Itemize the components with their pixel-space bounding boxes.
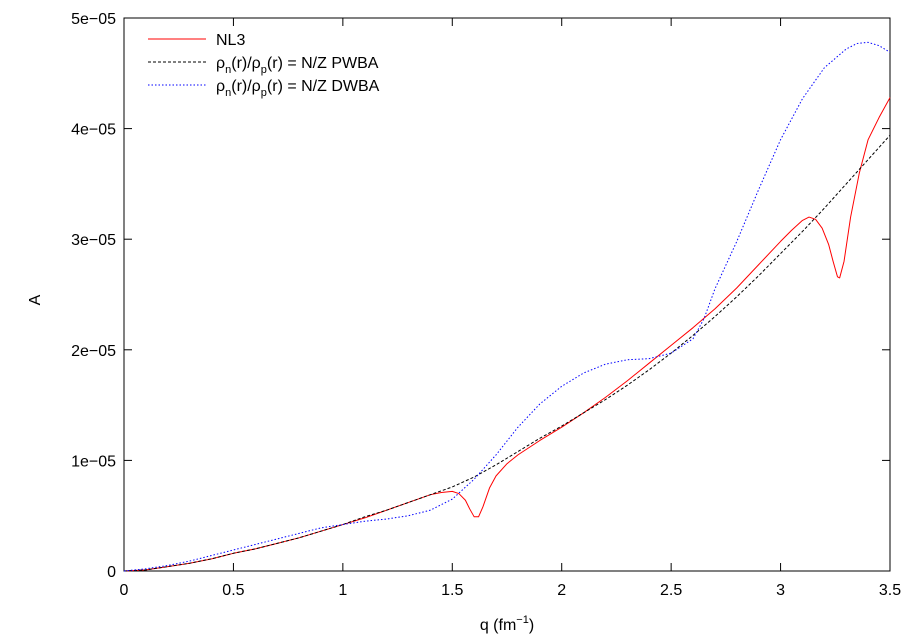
legend-pwba-sub-n: n	[225, 64, 231, 76]
legend-dwba-sub-n: n	[225, 87, 231, 99]
plot-frame	[123, 17, 891, 572]
legend-pwba-sub-p: p	[261, 64, 267, 76]
x-axis-ticks: 0 0.5 1 1.5 2 2.5 3 3.5	[120, 18, 901, 599]
legend-label-nl3: NL3	[216, 32, 245, 49]
legend-pwba-tail: (r) = N/Z PWBA	[267, 55, 379, 72]
x-tick-label: 2.5	[660, 582, 682, 599]
y-tick-label: 5e−05	[71, 11, 116, 28]
x-tick-label: 3.5	[879, 582, 901, 599]
series-line-nl3	[123, 97, 891, 572]
x-tick-label: 0.5	[222, 582, 244, 599]
legend-dwba-rho-n: ρ	[216, 78, 225, 95]
series-line-pwba	[123, 134, 891, 572]
legend-dwba-sub-p: p	[261, 87, 267, 99]
x-tick-label: 3	[776, 582, 785, 599]
series-line-dwba	[123, 41, 891, 572]
legend-dwba-mid: (r)/	[231, 78, 252, 95]
legend-dwba-rho-p: ρ	[252, 78, 261, 95]
y-tick-label: 2e−05	[71, 343, 116, 360]
x-axis-label-exponent: −1	[516, 614, 529, 626]
x-tick-label: 1.5	[441, 582, 463, 599]
legend-pwba-mid: (r)/	[231, 55, 252, 72]
series-layer	[123, 41, 891, 572]
y-tick-label: 1e−05	[71, 453, 116, 470]
x-axis-label: q (fm−1)	[480, 614, 534, 634]
y-tick-label: 4e−05	[71, 122, 116, 139]
legend-dwba-tail: (r) = N/Z DWBA	[267, 78, 380, 95]
y-axis-label: A	[27, 294, 44, 305]
x-tick-label: 0	[120, 582, 129, 599]
y-tick-label: 3e−05	[71, 232, 116, 249]
x-axis-label-close: )	[529, 617, 534, 634]
y-axis-ticks: 0 1e−05 2e−05 3e−05 4e−05 5e−05	[71, 11, 890, 581]
legend: NL3 ρn(r)/ρp(r) = N/Z PWBA ρn(r)/ρp(r) =…	[148, 32, 380, 99]
legend-label-pwba: ρn(r)/ρp(r) = N/Z PWBA	[216, 55, 379, 76]
x-axis-label-main: q (fm	[480, 617, 516, 634]
x-tick-label: 2	[557, 582, 566, 599]
legend-label-dwba: ρn(r)/ρp(r) = N/Z DWBA	[216, 78, 380, 99]
legend-pwba-rho-p: ρ	[252, 55, 261, 72]
legend-pwba-rho-n: ρ	[216, 55, 225, 72]
y-tick-label: 0	[107, 564, 116, 581]
x-tick-label: 1	[338, 582, 347, 599]
